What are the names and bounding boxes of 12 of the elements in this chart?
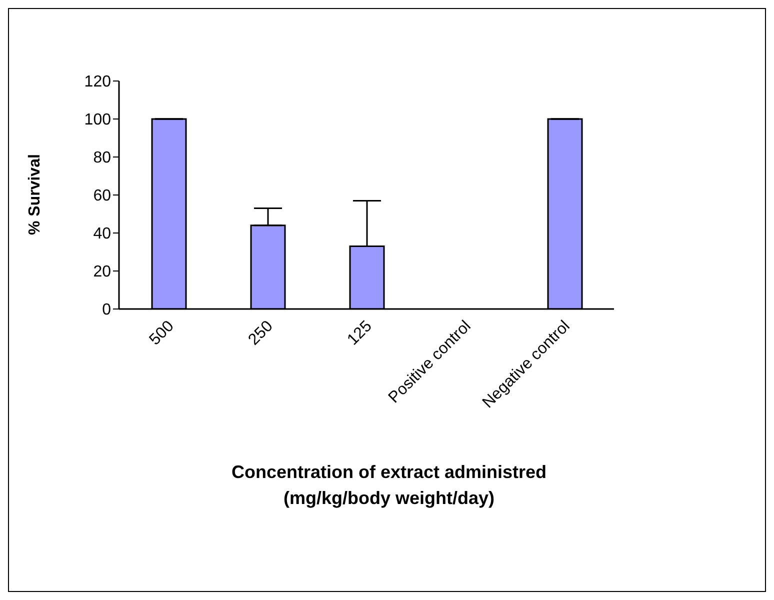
x-tick-label: 500 xyxy=(146,318,178,349)
x-tick-label: 125 xyxy=(344,318,376,349)
y-tick-label: 20 xyxy=(93,264,112,281)
x-tick-label: 250 xyxy=(245,318,276,349)
y-tick-label: 100 xyxy=(84,112,112,129)
y-tick-label: 40 xyxy=(93,226,112,243)
y-tick-label: 60 xyxy=(93,188,112,205)
y-tick-label: 120 xyxy=(84,74,112,91)
y-tick-label: 80 xyxy=(93,150,112,167)
y-axis-title: % Survival xyxy=(26,154,44,235)
y-tick-label: 0 xyxy=(102,302,112,319)
x-axis-title: Concentration of extract administred (mg/kg/body weight/day) xyxy=(230,461,548,510)
